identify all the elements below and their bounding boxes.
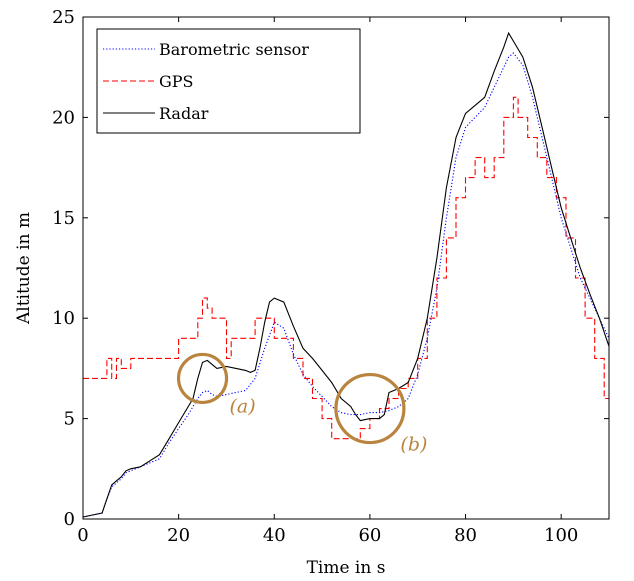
y-tick-label: 15	[52, 208, 75, 229]
legend-label: Barometric sensor	[159, 40, 309, 59]
series-layer	[83, 31, 609, 518]
series-line-radar	[83, 31, 609, 518]
x-tick-label: 0	[77, 525, 88, 546]
y-tick-label: 10	[52, 308, 75, 329]
x-tick-label: 20	[167, 525, 190, 546]
plot-frame	[82, 16, 610, 520]
x-tick-label: 60	[358, 525, 381, 546]
y-tick-label: 20	[52, 107, 75, 128]
annotation-label: (b)	[400, 434, 427, 456]
tick-layer: 0 20 40 60 80 100 0 5 10 15 20 25	[52, 7, 609, 546]
legend-label: GPS	[159, 72, 194, 91]
annotation-circle	[176, 352, 229, 405]
legend-label: Radar	[159, 104, 209, 123]
x-axis-label: Time in s	[307, 558, 386, 578]
y-axis-label: Altitude in m	[14, 212, 34, 325]
annotation-label: (a)	[229, 395, 255, 417]
x-tick-label: 100	[544, 525, 578, 546]
legend: Barometric sensor GPS Radar	[96, 28, 361, 134]
annotation-circle	[334, 372, 406, 445]
y-tick-label: 0	[64, 509, 75, 530]
annotation-layer: (a) (b)	[176, 352, 427, 456]
x-tick-label: 80	[454, 525, 477, 546]
series-line-gps	[83, 96, 609, 440]
y-tick-label: 5	[64, 409, 75, 430]
y-tick-label: 25	[52, 7, 75, 28]
x-tick-label: 40	[263, 525, 286, 546]
